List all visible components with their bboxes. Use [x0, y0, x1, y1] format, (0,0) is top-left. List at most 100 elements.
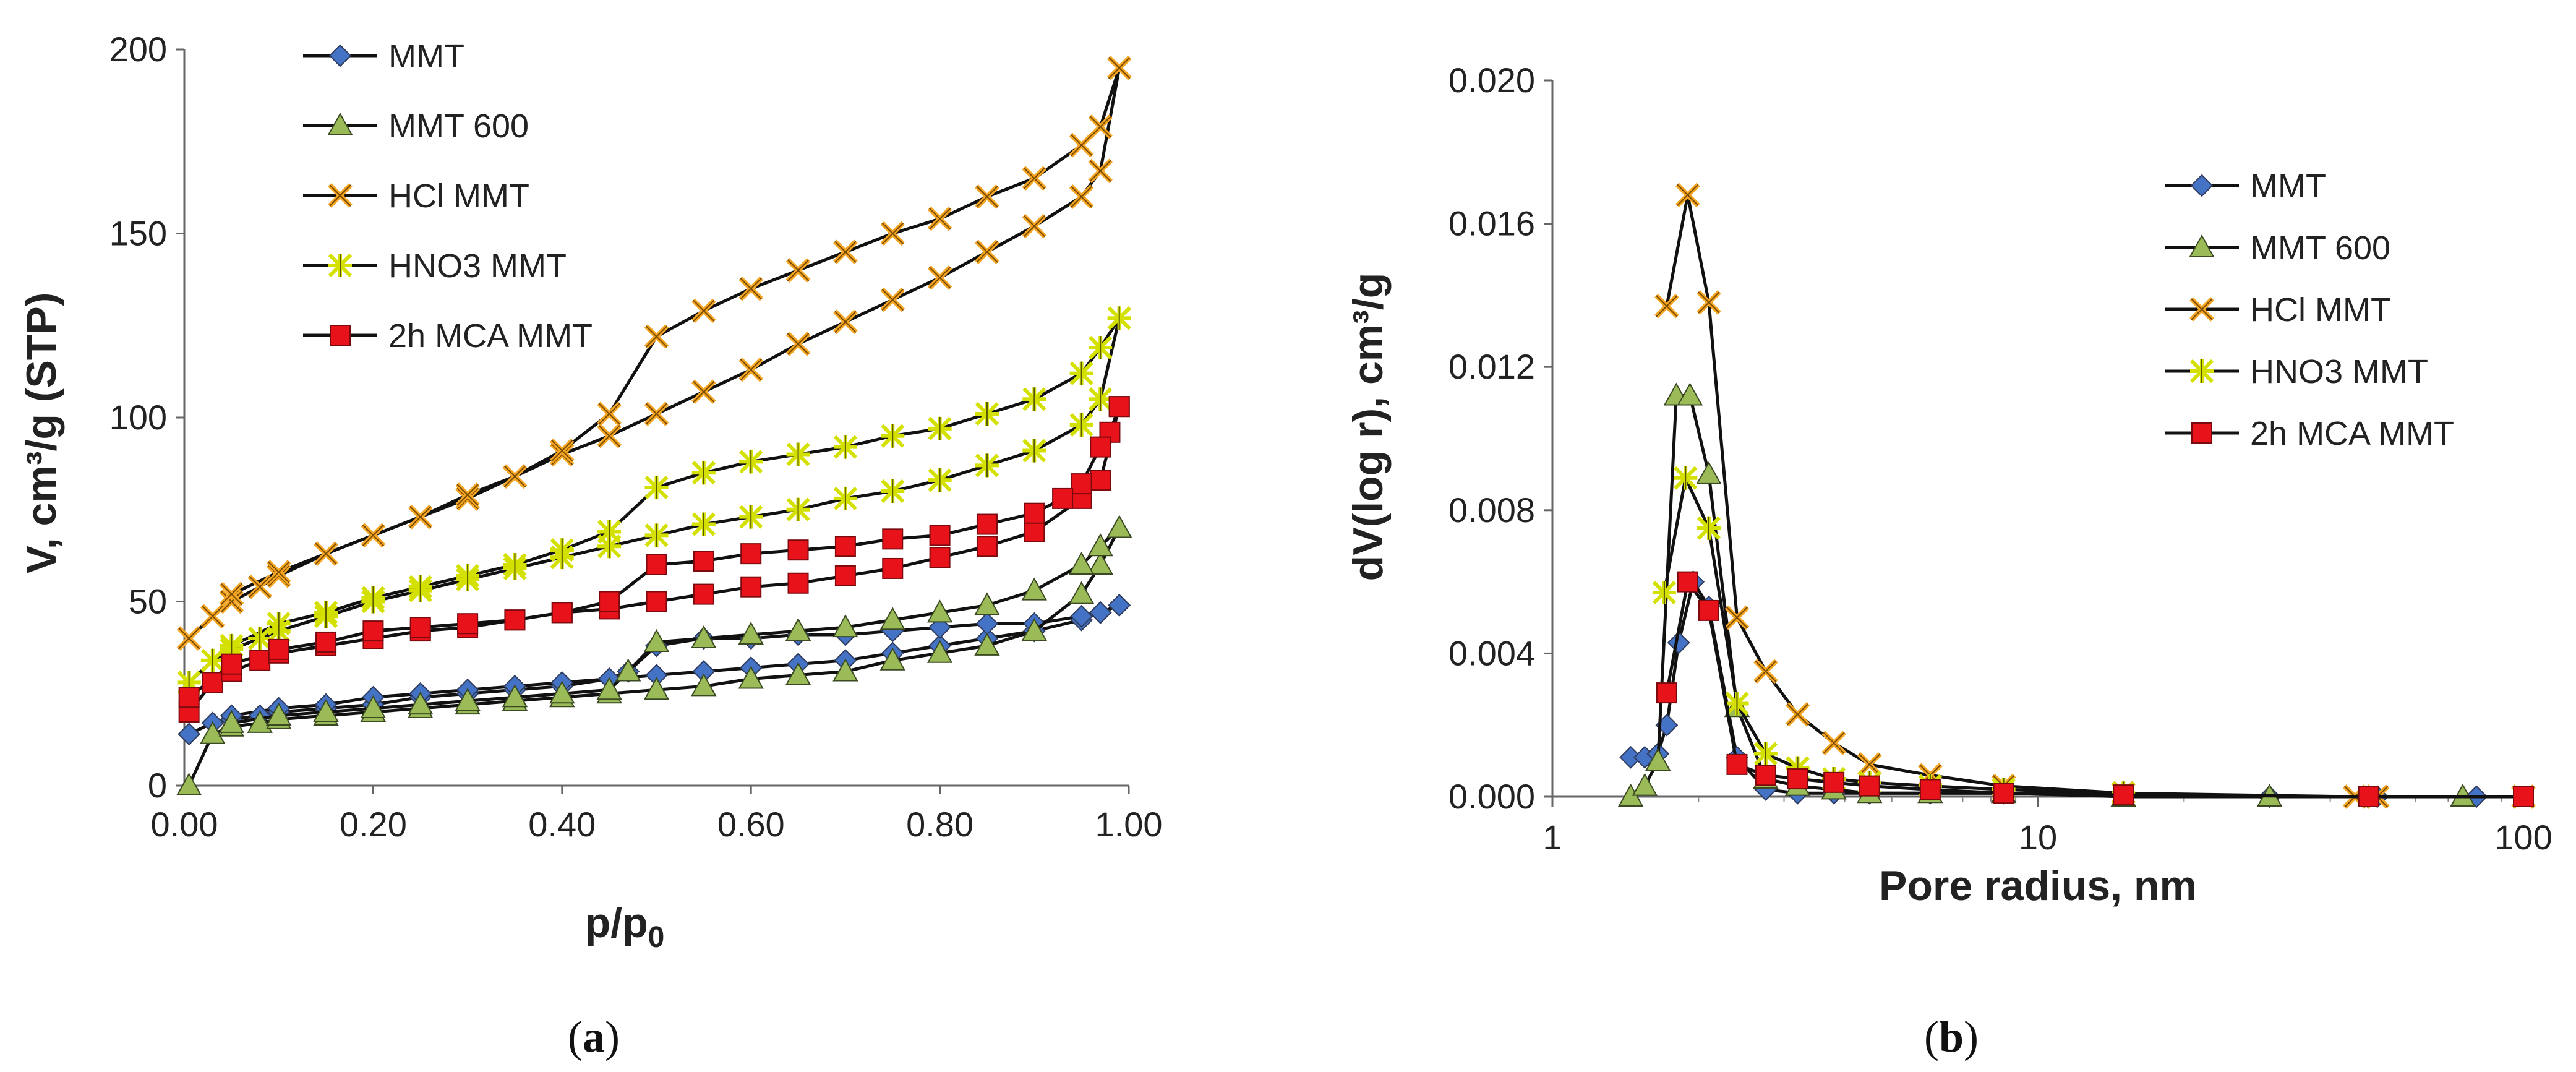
isotherm-point-hcl-mmt-desorption: [1106, 55, 1132, 80]
isotherm-point-hcl-mmt-desorption: [361, 523, 386, 548]
isotherm-point-hcl-mmt-desorption: [785, 258, 811, 283]
subplot-label-a-letter: a: [583, 1012, 605, 1061]
pore-distribution-point-hno3-mmt: [1674, 466, 1698, 490]
isotherm-y-tick-label: 200: [109, 30, 167, 69]
isotherm-point-mmt-adsorption: [178, 723, 201, 746]
isotherm-legend-marker-hcl-mmt: [328, 183, 353, 208]
pore-distribution-legend-item-mmt-600: MMT 600: [2165, 229, 2390, 267]
isotherm-point-mmt-600-adsorption: [926, 640, 953, 663]
isotherm-point-hcl-mmt-desorption: [408, 504, 433, 530]
pore-distribution-point-hcl-mmt: [1675, 182, 1700, 208]
isotherm-legend-item-mmt-600: MMT 600: [303, 108, 529, 145]
isotherm-point-mmt-600-desorption: [549, 680, 575, 704]
pore-distribution-legend-marker-hno3-mmt: [2189, 359, 2214, 384]
isotherm-point-mmt-600-desorption: [218, 710, 245, 733]
pore-distribution-y-tick-label: 0.004: [1448, 633, 1535, 672]
isotherm-series-mmt-600: [176, 515, 1132, 795]
isotherm-legend-marker-2h-mca-mmt: [330, 325, 351, 346]
pore-distribution-legend-marker-hcl-mmt: [2189, 297, 2214, 322]
pore-distribution-x-tick-label: 100: [2494, 818, 2552, 857]
isotherm-point-2h-mca-mmt-desorption: [1108, 396, 1130, 418]
isotherm-point-hno3-mmt-desorption: [833, 435, 858, 459]
isotherm-legend-item-hcl-mmt: HCl MMT: [303, 178, 529, 215]
isotherm-point-2h-mca-mmt-desorption: [882, 528, 904, 550]
isotherm-point-2h-mca-mmt-desorption: [740, 543, 762, 565]
isotherm-legend: MMT MMT 600 HCl MMT HNO3 MMT 2h MCA MMT: [303, 38, 593, 354]
pore-distribution-legend-marker-2h-mca-mmt: [2191, 422, 2212, 444]
isotherm-legend-label-mmt-600: MMT 600: [388, 108, 529, 145]
isotherm-point-mmt-600-desorption: [596, 677, 622, 700]
isotherm-point-hno3-mmt-adsorption: [975, 453, 999, 478]
isotherm-point-mmt-600-adsorption: [974, 632, 1000, 656]
isotherm-point-hcl-mmt-desorption: [1022, 166, 1047, 191]
pore-distribution-y-tick-label: 0.016: [1448, 204, 1535, 243]
isotherm-point-2h-mca-mmt-desorption: [1071, 473, 1092, 495]
pore-distribution-point-2h-mca-mmt: [1787, 768, 1808, 790]
isotherm-point-hcl-mmt-adsorption: [880, 287, 905, 312]
isotherm-point-mmt-600-adsorption: [691, 673, 717, 697]
isotherm-point-hno3-mmt-desorption: [220, 633, 244, 658]
isotherm-point-mmt-600-desorption: [643, 628, 670, 652]
isotherm-series-hno3-mmt: [177, 306, 1131, 695]
isotherm-point-hno3-mmt-desorption: [314, 601, 338, 625]
isotherm-point-hcl-mmt-adsorption: [975, 239, 999, 265]
isotherm-x-axis-label-subscript: 0: [648, 921, 665, 954]
isotherm-point-hcl-mmt-adsorption: [691, 379, 716, 405]
isotherm-point-hcl-mmt-desorption: [455, 482, 480, 507]
pore-distribution-point-hno3-mmt: [1652, 580, 1677, 605]
isotherm-point-hcl-mmt-adsorption: [1088, 158, 1113, 184]
isotherm-point-hno3-mmt-desorption: [739, 450, 763, 474]
isotherm-line-mmt-desorption: [231, 604, 1120, 718]
isotherm-point-hno3-mmt-adsorption: [200, 648, 225, 672]
isotherm-point-mmt-600-desorption: [360, 695, 387, 719]
pore-distribution-point-2h-mca-mmt: [2358, 786, 2379, 807]
isotherm-legend-marker-mmt-600: [327, 112, 353, 135]
isotherm-point-hcl-mmt-adsorption: [644, 401, 669, 426]
pore-distribution-point-2h-mca-mmt: [1823, 771, 1845, 793]
isotherm-point-mmt-600-desorption: [832, 614, 858, 638]
pore-distribution-point-2h-mca-mmt: [1677, 571, 1698, 593]
isotherm-x-axis-label: p/p0: [585, 899, 665, 954]
pore-distribution-point-mmt-600: [1696, 461, 1722, 484]
isotherm-point-hcl-mmt-desorption: [1069, 132, 1094, 158]
pore-distribution-point-2h-mca-mmt: [1919, 779, 1941, 800]
isotherm-x-tick-label: 0.80: [906, 805, 973, 844]
isotherm-point-hcl-mmt-desorption: [597, 401, 622, 426]
isotherm-point-2h-mca-mmt-adsorption: [202, 672, 223, 693]
isotherm-y-tick-label: 100: [109, 398, 167, 437]
pore-distribution-x-axis-label: Pore radius, nm: [1879, 862, 2197, 909]
isotherm-point-2h-mca-mmt-desorption: [362, 620, 384, 642]
isotherm-point-hcl-mmt-adsorption: [219, 589, 244, 614]
isotherm-point-hno3-mmt-desorption: [691, 461, 716, 485]
pore-distribution-point-hcl-mmt: [1724, 605, 1750, 630]
isotherm-point-hno3-mmt-desorption: [550, 538, 574, 562]
isotherm-point-2h-mca-mmt-adsorption: [929, 547, 951, 568]
pore-distribution-series-2h-mca-mmt: [1656, 571, 2534, 807]
isotherm-legend-label-hcl-mmt: HCl MMT: [388, 178, 529, 215]
isotherm-point-mmt-desorption: [1108, 594, 1131, 617]
isotherm-legend-label-mmt: MMT: [388, 38, 464, 75]
isotherm-point-hcl-mmt-adsorption: [200, 604, 225, 629]
isotherm-point-mmt-600-adsorption: [247, 710, 273, 733]
isotherm-point-hno3-mmt-adsorption: [928, 468, 952, 492]
isotherm-legend-item-hno3-mmt: HNO3 MMT: [303, 247, 567, 285]
isotherm-x-tick-label: 1.00: [1095, 805, 1163, 844]
pore-distribution-point-2h-mca-mmt: [1726, 753, 1748, 775]
pore-distribution-point-2h-mca-mmt: [1656, 682, 1677, 704]
isotherm-point-hno3-mmt-desorption: [455, 564, 480, 588]
isotherm-point-hcl-mmt-desorption: [975, 184, 999, 209]
pore-distribution-point-hno3-mmt: [1753, 742, 1778, 766]
isotherm-point-hno3-mmt-desorption: [786, 442, 810, 466]
isotherm-x-tick-label: 0.60: [717, 805, 785, 844]
isotherm-point-hno3-mmt-desorption: [1089, 335, 1113, 360]
isotherm-point-mmt-600-desorption: [926, 599, 953, 623]
isotherm-axes: 0 50 100 150 200 0.00 0.20 0.40 0.60 0.80 1.00: [109, 30, 1163, 844]
pore-distribution-point-hcl-mmt: [1697, 290, 1721, 315]
isotherm-point-hcl-mmt-desorption: [314, 541, 338, 566]
isotherm-series-2h-mca-mmt: [178, 396, 1130, 723]
isotherm-point-2h-mca-mmt-adsorption: [787, 572, 809, 594]
isotherm-point-mmt-600-adsorption: [785, 662, 811, 685]
pore-distribution-point-2h-mca-mmt: [2113, 784, 2134, 806]
pore-distribution-legend-label-2h-mca-mmt: 2h MCA MMT: [2250, 415, 2454, 452]
